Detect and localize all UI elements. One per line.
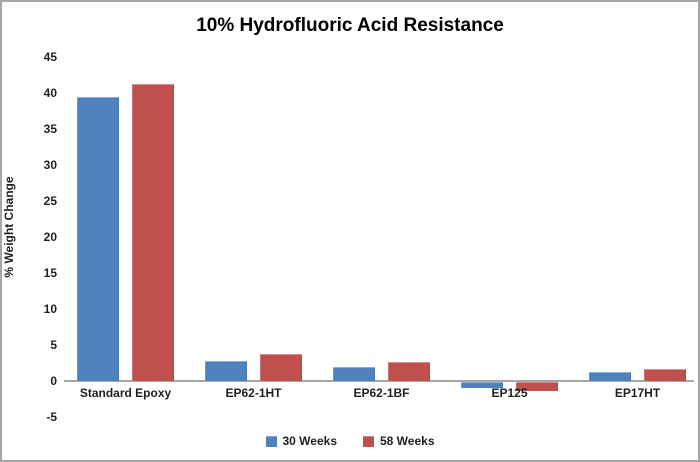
x-axis-line [64, 380, 694, 382]
y-tick-label: 5 [50, 338, 57, 352]
legend-item-58-weeks: 58 Weeks [363, 434, 435, 448]
legend: 30 Weeks 58 Weeks [2, 434, 698, 448]
bar-30-weeks-ep62-1bf [333, 366, 375, 381]
x-category-label: EP125 [491, 386, 528, 400]
y-tick-label: 20 [43, 230, 57, 244]
y-tick-label: 35 [43, 122, 57, 136]
bar-30-weeks-ep17ht [589, 371, 631, 381]
bar-58-weeks-ep125 [516, 382, 558, 391]
chart-title: 10% Hydrofluoric Acid Resistance [196, 15, 504, 36]
bar-30-weeks-ep62-1ht [205, 360, 247, 381]
y-tick-label: 45 [43, 50, 57, 64]
y-tick-label: 10 [43, 302, 57, 316]
y-tick-label: -5 [46, 410, 57, 424]
bar-30-weeks-standard-epoxy [77, 96, 119, 381]
bar-30-weeks-ep125 [461, 382, 503, 388]
bar-58-weeks-ep62-1bf [388, 362, 430, 381]
y-tick-label: 25 [43, 194, 57, 208]
x-category-label: EP62-1BF [353, 386, 410, 400]
y-tick-label: 40 [43, 86, 57, 100]
bar-58-weeks-standard-epoxy [132, 83, 174, 381]
legend-swatch-icon [363, 435, 374, 447]
legend-label: 30 Weeks [282, 434, 338, 448]
legend-label: 58 Weeks [380, 434, 435, 448]
y-tick-label: 0 [50, 374, 57, 388]
y-tick-label: 15 [43, 266, 57, 280]
bar-58-weeks-ep17ht [644, 368, 686, 381]
bar-58-weeks-ep62-1ht [260, 353, 302, 381]
x-category-label: EP17HT [614, 386, 661, 400]
x-category-label: EP62-1HT [225, 386, 282, 400]
legend-item-30-weeks: 30 Weeks [265, 434, 338, 448]
legend-swatch-icon [265, 435, 277, 447]
y-tick-label: 30 [43, 158, 57, 172]
x-category-label: Standard Epoxy [79, 386, 172, 400]
